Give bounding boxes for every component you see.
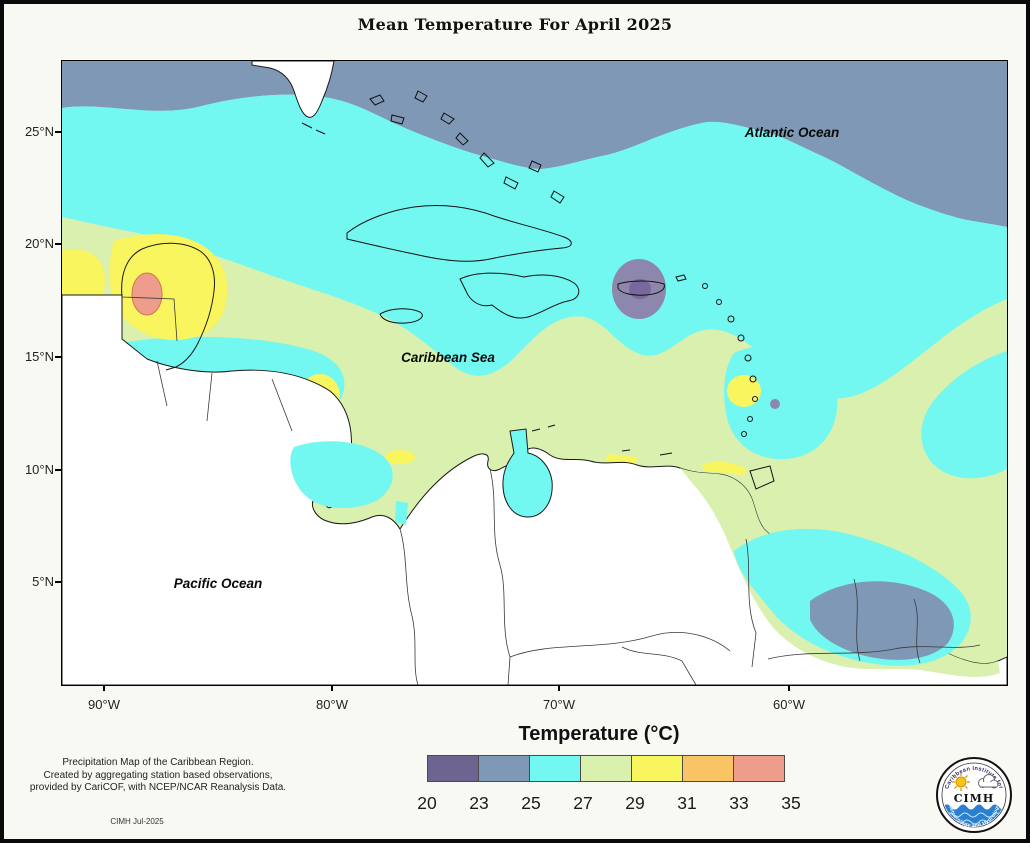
florida-keys bbox=[301, 122, 326, 135]
bahamas-outlines bbox=[369, 90, 565, 204]
legend-tick-label: 33 bbox=[729, 793, 749, 813]
legend-color-cell bbox=[733, 755, 785, 782]
lat-label-25n: 25°N bbox=[24, 124, 54, 139]
legend-bar bbox=[427, 755, 791, 782]
bluegray-blob-guianas bbox=[810, 581, 954, 660]
yellow-spot-south-caribbean bbox=[385, 450, 415, 464]
cimh-logo: Caribbean Institute for bbox=[935, 755, 1013, 833]
map-canvas: Atlantic Ocean Caribbean Sea Pacific Oce… bbox=[62, 61, 1007, 685]
yellow-patch-belize bbox=[109, 234, 228, 341]
yellow-strip-venezuela-coast bbox=[606, 454, 637, 464]
lon-tick bbox=[103, 685, 105, 691]
venezuela-coast-islands bbox=[531, 424, 673, 456]
cimh-logo-canvas: Caribbean Institute for bbox=[936, 757, 1012, 833]
lon-tick bbox=[788, 685, 790, 691]
legend-tick-label: 35 bbox=[781, 793, 801, 813]
purple-dot-barbados bbox=[770, 399, 780, 409]
label-pacific-ocean: Pacific Ocean bbox=[174, 576, 263, 591]
lon-label-90w: 90°W bbox=[88, 697, 120, 712]
legend-tick-label: 31 bbox=[677, 793, 697, 813]
puerto-rico-outline bbox=[617, 280, 665, 296]
yucatan-coastline bbox=[121, 242, 215, 371]
sea-band-25-27 bbox=[62, 94, 1007, 399]
cyan-gulf-uraba bbox=[395, 501, 408, 525]
legend-tick-label: 20 bbox=[417, 793, 437, 813]
caribbean-temperature-map: Atlantic Ocean Caribbean Sea Pacific Oce… bbox=[61, 60, 1008, 686]
jamaica-outline bbox=[379, 308, 423, 324]
legend-tick-label: 29 bbox=[625, 793, 645, 813]
legend-color-cell bbox=[682, 755, 734, 782]
logo-cimh-text: CIMH bbox=[954, 792, 994, 805]
lon-label-80w: 80°W bbox=[316, 697, 348, 712]
salmon-hotspot-belize bbox=[131, 272, 163, 316]
lesser-antilles-outlines bbox=[675, 274, 758, 437]
lat-tick bbox=[55, 469, 61, 471]
legend-ticks: 20 23 25 27 29 31 33 35 bbox=[417, 793, 800, 813]
sea-band-23-25-atlantic bbox=[62, 61, 1007, 227]
yellow-strip-paria bbox=[702, 461, 746, 476]
belize-border bbox=[121, 296, 178, 342]
attribution-line-1: Precipitation Map of the Caribbean Regio… bbox=[62, 757, 254, 768]
lon-label-70w: 70°W bbox=[543, 697, 575, 712]
cloud-icon bbox=[978, 774, 999, 789]
cyan-tongue-east bbox=[921, 351, 1007, 479]
hispaniola-outline bbox=[459, 272, 580, 319]
issued-stamp: CIMH Jul-2025 bbox=[110, 817, 164, 826]
land-florida bbox=[251, 61, 335, 118]
lake-maracaibo bbox=[502, 428, 553, 518]
purple-core-puerto-rico bbox=[629, 279, 651, 299]
attribution-text: Precipitation Map of the Caribbean Regio… bbox=[22, 757, 294, 795]
lat-label-20n: 20°N bbox=[24, 236, 54, 251]
label-caribbean-sea: Caribbean Sea bbox=[401, 350, 495, 365]
attribution-line-3: provided by CariCOF, with NCEP/NCAR Rean… bbox=[29, 782, 287, 793]
label-atlantic-ocean: Atlantic Ocean bbox=[744, 125, 840, 140]
legend-color-cell bbox=[580, 755, 632, 782]
legend-title: Temperature (°C) bbox=[518, 723, 680, 745]
cyan-region-windwards bbox=[724, 345, 838, 460]
trinidad-outline bbox=[749, 465, 775, 490]
legend-color-cell bbox=[529, 755, 581, 782]
page-title: Mean Temperature For April 2025 bbox=[357, 15, 673, 34]
legend-color-cell bbox=[427, 755, 479, 782]
attribution-line-2: Created by aggregating station based obs… bbox=[43, 769, 273, 781]
cuba-outline bbox=[346, 204, 572, 262]
cyan-blob-colombia bbox=[290, 441, 393, 509]
sun-icon bbox=[952, 773, 970, 791]
lon-tick bbox=[331, 685, 333, 691]
lat-tick bbox=[55, 131, 61, 133]
legend-color-cell bbox=[631, 755, 683, 782]
lat-tick bbox=[55, 243, 61, 245]
legend-tick-label: 27 bbox=[573, 793, 593, 813]
country-borders bbox=[156, 360, 981, 685]
lat-tick bbox=[55, 356, 61, 358]
legend-tick-label: 25 bbox=[521, 793, 541, 813]
lat-label-10n: 10°N bbox=[24, 462, 54, 477]
lon-tick bbox=[558, 685, 560, 691]
lat-tick bbox=[55, 581, 61, 583]
legend-color-cell bbox=[478, 755, 530, 782]
lon-label-60w: 60°W bbox=[773, 697, 805, 712]
lat-label-5n: 5°N bbox=[32, 574, 54, 589]
legend-tick-label: 23 bbox=[469, 793, 489, 813]
lat-label-15n: 15°N bbox=[24, 349, 54, 364]
